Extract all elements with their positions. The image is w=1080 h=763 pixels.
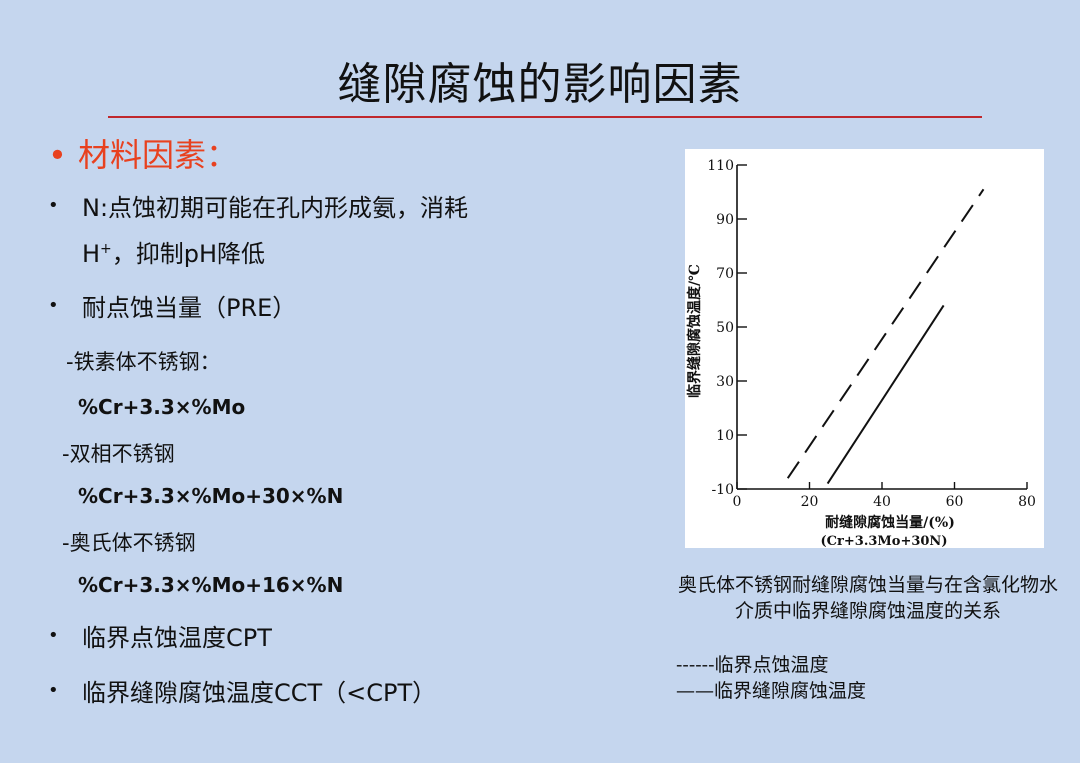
series-line-solid [826,304,945,485]
chart-figure: -10 10 30 50 70 90 110 0 20 40 60 80 耐缝隙腐蚀当量/(%) (Cr+… [685,149,1044,548]
bullet-icon: • [48,195,59,216]
y-axis-label: 临界缝隙腐蚀温度/℃ [686,264,703,398]
slide-title: 缝隙腐蚀的影响因素 [337,59,743,110]
legend-dashed: ------临界点蚀温度 [676,654,829,676]
chart-svg: -10 10 30 50 70 90 110 0 20 40 60 80 耐缝隙腐蚀当量/(%) (Cr+… [686,158,1036,548]
chart-series [786,188,985,485]
chart-labels: -10 10 30 50 70 90 110 0 20 40 60 80 耐缝隙腐蚀当量/(%) (Cr+… [686,158,1036,548]
figure-caption: 奥氏体不锈钢耐缝隙腐蚀当量与在含氯化物水介质中临界缝隙腐蚀温度的关系 [677,574,1058,622]
x-tick-label: 20 [801,494,819,510]
section-heading: • 材料因素： [48,130,238,176]
bullet-icon: • [48,136,67,174]
cct-label: 临界缝隙腐蚀温度CCT（<CPT） [82,679,437,707]
nitrogen-line-2: H+，抑制pH降低 [82,234,265,269]
x-tick-label: 60 [946,494,964,510]
bullet-icon: • [48,680,59,701]
bullet-icon: • [48,295,59,316]
ferritic-label: -铁素体不锈钢： [66,350,221,374]
austenitic-label: -奥氏体不锈钢 [62,531,196,555]
ferritic-formula: %Cr+3.3×%Mo [78,395,246,419]
legend-solid: ——临界缝隙腐蚀温度 [676,680,867,702]
bullet-cpt: • 临界点蚀温度CPT [48,618,272,653]
duplex-formula: %Cr+3.3×%Mo+30×%N [78,484,344,508]
y-tick-label: 70 [716,266,734,282]
nitrogen-rest: ，抑制pH降低 [111,240,266,268]
bullet-icon: • [48,625,59,646]
y-tick-label: -10 [711,482,734,498]
bullet-pre: • 耐点蚀当量（PRE） [48,288,296,323]
series-line-dashed [786,188,985,479]
x-tick-label: 0 [733,494,742,510]
x-tick-label: 40 [873,494,891,510]
y-tick-label: 90 [716,212,734,228]
x-axis-sublabel: (Cr+3.3Mo+30N) [821,534,948,548]
austenitic-formula: %Cr+3.3×%Mo+16×%N [78,573,344,597]
nitrogen-line-1: N:点蚀初期可能在孔内形成氨，消耗 [82,194,469,222]
nitrogen-h-sup: + [100,241,112,257]
title-divider [108,116,982,118]
bullet-nitrogen: • N:点蚀初期可能在孔内形成氨，消耗 [48,188,468,223]
cpt-label: 临界点蚀温度CPT [82,624,272,652]
nitrogen-h: H [82,240,101,268]
x-axis-label: 耐缝隙腐蚀当量/(%) [825,514,955,531]
y-tick-label: 30 [716,374,734,390]
chart-axes [736,164,1028,490]
bullet-cct: • 临界缝隙腐蚀温度CCT（<CPT） [48,673,436,708]
duplex-label: -双相不锈钢 [62,442,175,466]
section-heading-text: 材料因素： [78,136,239,174]
y-tick-label: 110 [707,158,734,174]
x-tick-label: 80 [1018,494,1036,510]
y-tick-label: 50 [716,320,734,336]
y-tick-label: 10 [716,428,734,444]
pre-label: 耐点蚀当量（PRE） [82,294,297,322]
